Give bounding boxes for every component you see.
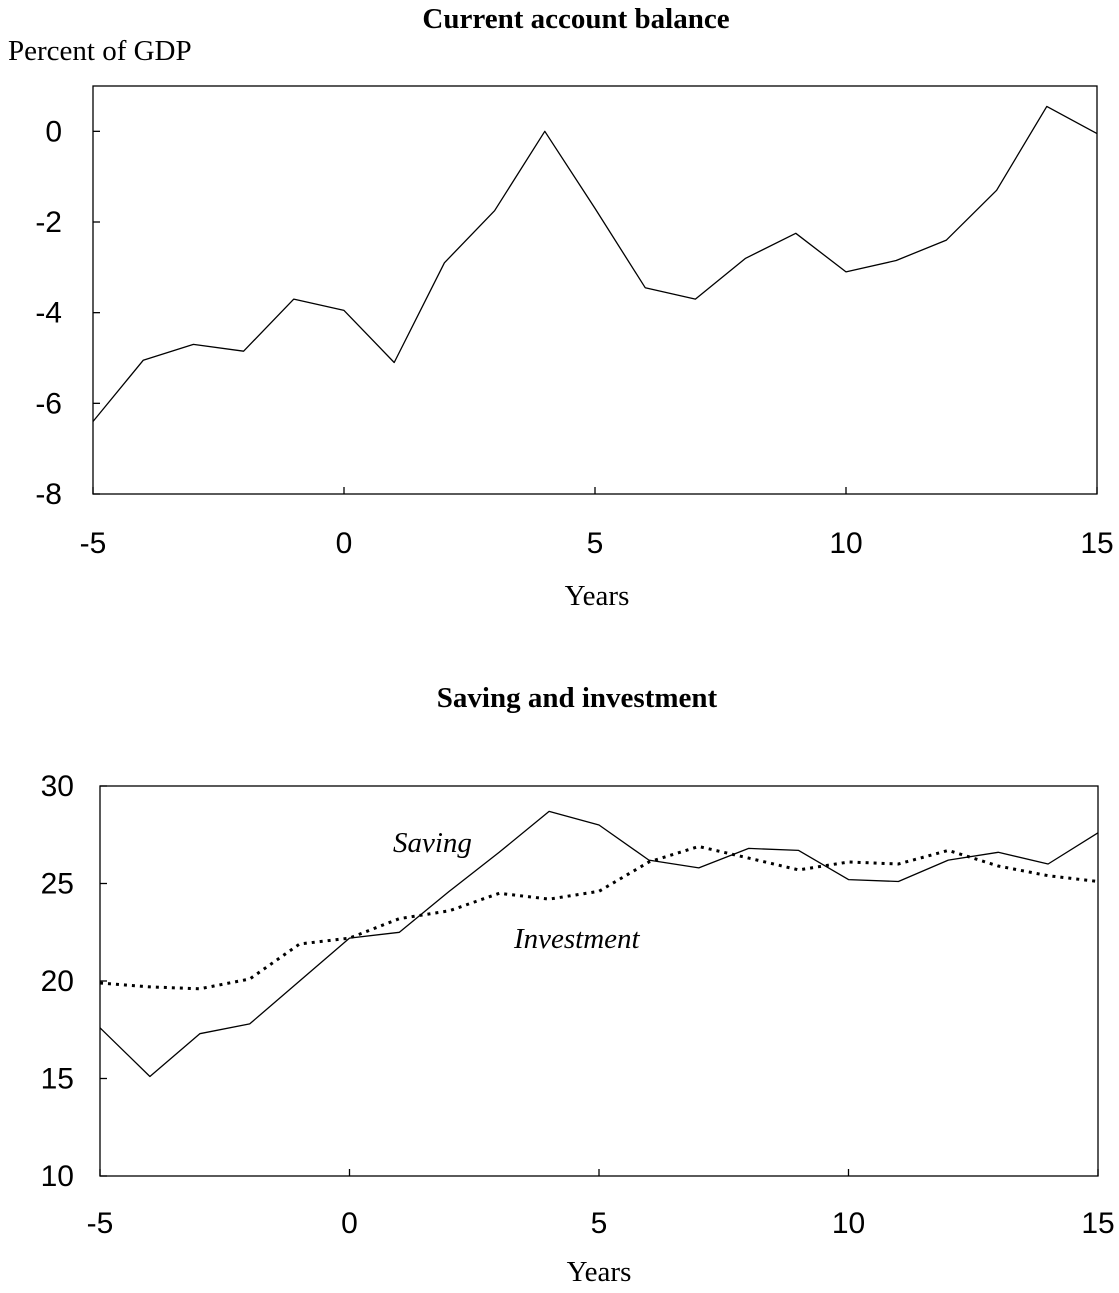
saving-line [99, 810, 1099, 1078]
chart-1-series [92, 105, 1098, 422]
saving-annotation: Saving [393, 827, 472, 859]
chart-2-ticks: -5 0 5 10 15 10 15 20 25 30 [41, 770, 1115, 1240]
chart-1-y-tick-label: -8 [35, 478, 62, 511]
investment-annotation: Investment [513, 923, 641, 955]
chart-1-x-axis-label: Years [565, 580, 630, 612]
chart-current-account: Current account balance Percent of GDP -… [8, 3, 1114, 612]
chart-1-y-tick-label: -4 [35, 297, 62, 330]
chart-2-y-tick-label: 20 [41, 965, 74, 998]
chart-1-x-tick-label: -5 [80, 527, 107, 560]
chart-2-x-tick-label: 0 [341, 1207, 358, 1240]
chart-2-x-tick-label: 10 [832, 1207, 865, 1240]
chart-1-ticks: -5 0 5 10 15 -8 -6 -4 -2 0 [35, 115, 1113, 560]
chart-1-x-tick-label: 0 [336, 527, 353, 560]
chart-2-y-tick-label: 30 [41, 770, 74, 803]
chart-2-series [99, 810, 1099, 1078]
chart-1-plot-frame [92, 85, 1098, 495]
current-account-line [92, 105, 1098, 422]
chart-1-x-tick-label: 5 [587, 527, 604, 560]
chart-1-x-tick-label: 15 [1080, 527, 1113, 560]
chart-2-plot-frame [99, 785, 1099, 1177]
chart-2-x-tick-label: 5 [591, 1207, 608, 1240]
chart-2-y-tick-label: 15 [41, 1063, 74, 1096]
chart-2-title: Saving and investment [437, 682, 718, 714]
chart-saving-investment: Saving and investment -5 0 5 10 15 10 15 20 25 30… [41, 682, 1115, 1288]
chart-1-y-axis-label: Percent of GDP [8, 35, 192, 67]
chart-2-x-tick-label: 15 [1081, 1207, 1114, 1240]
chart-1-title: Current account balance [422, 3, 729, 35]
chart-2-x-axis-label: Years [567, 1256, 632, 1288]
chart-2-x-tick-label: -5 [87, 1207, 114, 1240]
chart-2-y-tick-label: 25 [41, 868, 74, 901]
chart-2-y-tick-label: 10 [41, 1160, 74, 1193]
chart-1-y-tick-label: 0 [45, 115, 62, 148]
chart-1-y-tick-label: -6 [35, 387, 62, 420]
investment-line [99, 844, 1099, 991]
chart-1-x-tick-label: 10 [829, 527, 862, 560]
chart-1-y-tick-label: -2 [35, 206, 62, 239]
